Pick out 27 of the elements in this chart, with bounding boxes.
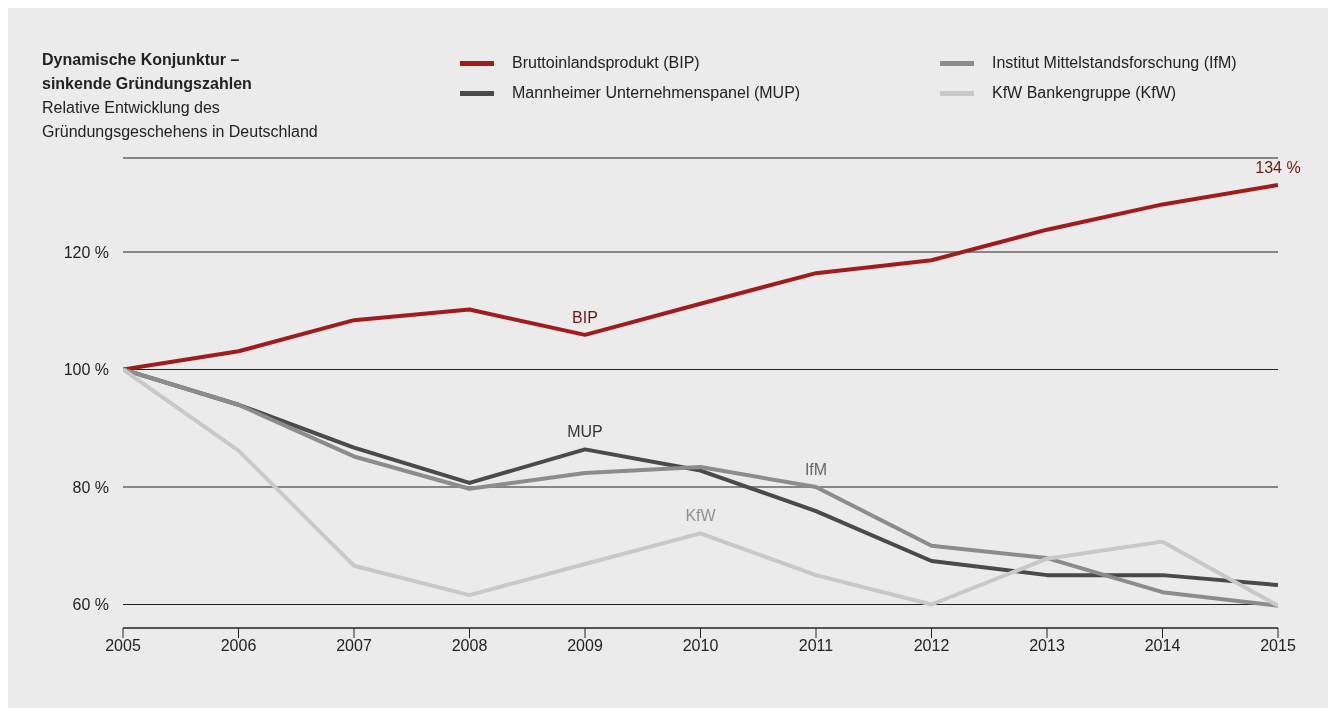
chart-title: Dynamische Konjunktur – sinkende Gründungszahlen — [42, 50, 253, 94]
x-tick-label: 2008 — [451, 637, 488, 655]
x-tick-label: 2007 — [336, 637, 372, 655]
y-tick-label: 120 % — [63, 243, 109, 261]
annotation: MUP — [567, 423, 603, 441]
x-tick-label: 2012 — [913, 637, 950, 655]
x-tick-label: 2006 — [220, 637, 257, 655]
x-tick-label: 2010 — [682, 637, 719, 655]
annotation: IfM — [804, 461, 828, 478]
legend-label: Mannheimer Unternehmenspanel (MUP) — [512, 84, 801, 102]
y-tick-label: 80 % — [72, 478, 109, 496]
x-tick-label: 2015 — [1260, 637, 1296, 655]
x-tick-label: 2014 — [1144, 637, 1181, 655]
chart-subtitle: Relative Entwicklung des Gründungsgeschehens in Deutschland — [42, 98, 319, 142]
line-series — [123, 183, 1278, 372]
x-tick-label: 2011 — [798, 637, 834, 655]
x-tick-label: 2009 — [567, 637, 603, 655]
x-tick-label: 2005 — [105, 637, 141, 655]
annotation: BIP — [572, 308, 598, 326]
annotation: 134 % — [1255, 159, 1301, 177]
legend-label: Bruttoinlandsprodukt (BIP) — [512, 54, 700, 72]
y-tick-label: 60 % — [72, 596, 109, 614]
annotation: KfW — [685, 507, 717, 525]
legend-label: Institut Mittelstandsforschung (IfM) — [992, 54, 1237, 72]
legend-label: KfW Bankengruppe (KfW) — [992, 84, 1177, 102]
x-tick-label: 2013 — [1029, 637, 1065, 655]
y-tick-label: 100 % — [63, 361, 109, 379]
